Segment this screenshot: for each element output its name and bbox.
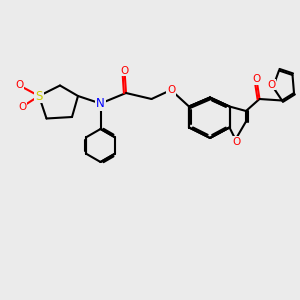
Text: O: O [267, 80, 276, 90]
Text: O: O [18, 101, 27, 112]
Text: O: O [167, 85, 175, 95]
Text: N: N [96, 97, 105, 110]
Text: O: O [252, 74, 261, 85]
Text: O: O [15, 80, 24, 91]
Text: O: O [233, 136, 241, 147]
Text: S: S [35, 89, 43, 103]
Text: O: O [120, 65, 129, 76]
